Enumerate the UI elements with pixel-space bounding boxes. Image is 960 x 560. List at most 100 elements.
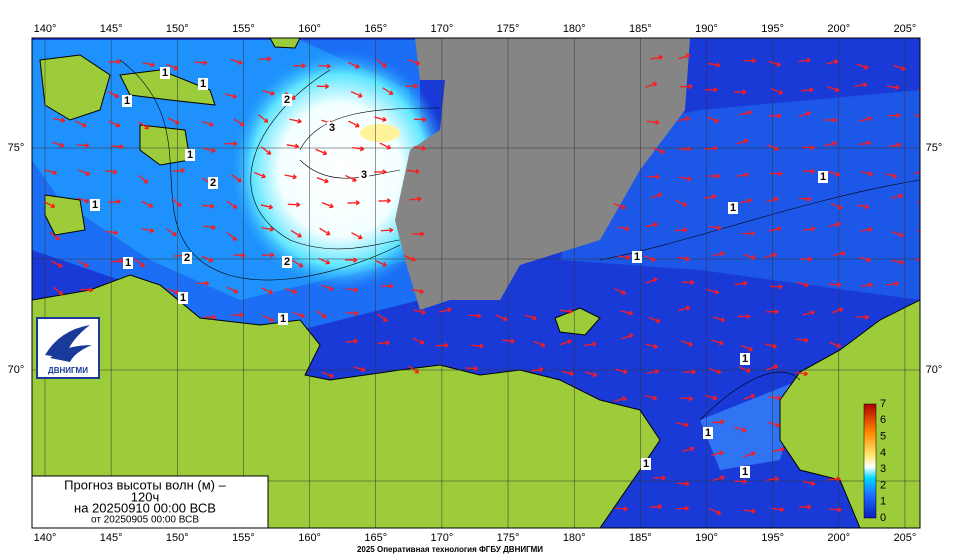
wave-arrow [376, 313, 388, 322]
wave-arrow [77, 197, 89, 203]
wave-arrow [379, 142, 391, 150]
wave-arrow-head [774, 196, 779, 202]
wave-arrow-head [621, 204, 626, 210]
contour-label: 2 [284, 256, 290, 268]
wave-arrow [859, 117, 872, 122]
wave-arrow [439, 308, 452, 313]
wave-arrow-head [355, 122, 360, 128]
wave-arrow-head [892, 173, 898, 179]
wave-arrow-head [240, 121, 245, 127]
contour-label: 1 [820, 171, 826, 183]
wave-arrow-head [382, 169, 387, 175]
wave-arrow [678, 54, 691, 60]
wave-arrow [233, 254, 246, 257]
wave-arrow-head [899, 232, 904, 238]
wave-arrow [854, 83, 867, 88]
wave-arrow-head [239, 312, 244, 318]
wave-arrow [347, 61, 360, 69]
wave-arrow-head [834, 87, 840, 93]
lon-label: 180° [563, 532, 586, 544]
wave-arrow [201, 204, 214, 208]
wave-arrow [584, 343, 597, 347]
wave-arrow [436, 344, 449, 347]
lon-label: 205° [894, 532, 917, 544]
wave-arrow-head [270, 90, 275, 96]
wave-arrow-head [810, 310, 815, 316]
high-wave [230, 50, 450, 290]
wave-arrow [768, 421, 780, 427]
wave-arrow [709, 508, 721, 515]
wave-arrow-head [386, 198, 391, 204]
wave-arrow-head [447, 307, 452, 313]
wave-arrow [617, 255, 630, 259]
wave-arrow-head [540, 342, 546, 348]
wave-arrow-head [685, 305, 691, 311]
wave-arrow [315, 148, 327, 155]
wave-arrow-head [84, 198, 90, 204]
lon-label: 150° [166, 532, 189, 544]
wave-arrow [78, 169, 90, 176]
wave-arrow [828, 222, 841, 228]
wave-arrow [680, 340, 693, 346]
wave-arrow-head [263, 118, 269, 123]
wave-arrow-head [747, 110, 752, 116]
wave-arrow-head [567, 308, 573, 315]
wave-arrow-head [388, 227, 394, 233]
wave-arrow-head [413, 83, 419, 89]
wave-arrow-head [82, 122, 87, 128]
wave-arrow-head [743, 138, 749, 144]
wave-arrow-head [267, 56, 272, 62]
contour-line [119, 59, 401, 281]
wave-arrow-head [622, 369, 628, 375]
wave-arrow-head [836, 221, 841, 227]
wave-arrow [408, 59, 420, 65]
wave-arrow [919, 282, 920, 283]
wave-arrow-head [866, 140, 872, 146]
wave-arrow-head [233, 141, 238, 147]
wave-arrow [319, 227, 331, 236]
wave-arrow [739, 199, 752, 204]
contour-label: 1 [280, 313, 286, 325]
wave-arrow [767, 144, 779, 151]
wave-arrow-head [386, 144, 392, 150]
lon-label: 140° [34, 23, 57, 35]
wave-arrow-head [778, 170, 783, 177]
wave-arrow-head [774, 476, 779, 482]
wave-arrow [736, 139, 749, 145]
contour-label: 1 [180, 292, 186, 304]
wave-arrow-head [211, 147, 216, 153]
wave-arrow-head [837, 507, 842, 513]
wave-arrow-head [420, 231, 425, 237]
wave-arrow [412, 337, 425, 345]
wave-arrow-head [719, 450, 724, 456]
wave-arrow-head [777, 113, 782, 119]
wave-arrow-head [114, 93, 120, 98]
wave-arrow [768, 227, 781, 232]
contour-label-bg [641, 458, 651, 470]
wave-arrow-head [655, 119, 660, 126]
lon-label: 175° [497, 23, 520, 35]
wave-arrow-head [926, 230, 930, 234]
wave-arrow-head [532, 315, 537, 321]
wave-arrow [764, 343, 777, 348]
contour-label: 1 [162, 67, 168, 79]
wave-arrow [914, 114, 920, 118]
wave-arrow [261, 287, 273, 294]
wave-arrow-head [811, 226, 816, 232]
colorbar-label: 6 [880, 414, 886, 426]
wave-arrow-head [716, 510, 722, 515]
logo-icon [45, 325, 92, 362]
wave-arrow [643, 255, 656, 262]
wave-arrow [766, 477, 779, 481]
wave-arrow [231, 174, 242, 183]
wave-arrow-head [208, 257, 214, 263]
wave-arrow-head [776, 61, 781, 67]
logo: ДВНИГМИ [36, 317, 100, 379]
lat-label: 70° [926, 364, 943, 376]
wave-arrow-head [353, 338, 358, 344]
wave-arrow [321, 201, 334, 208]
wave-arrow [920, 398, 932, 401]
wave-arrow [233, 118, 245, 127]
wave-arrow-head [150, 62, 155, 68]
wave-arrow-head [59, 142, 65, 148]
